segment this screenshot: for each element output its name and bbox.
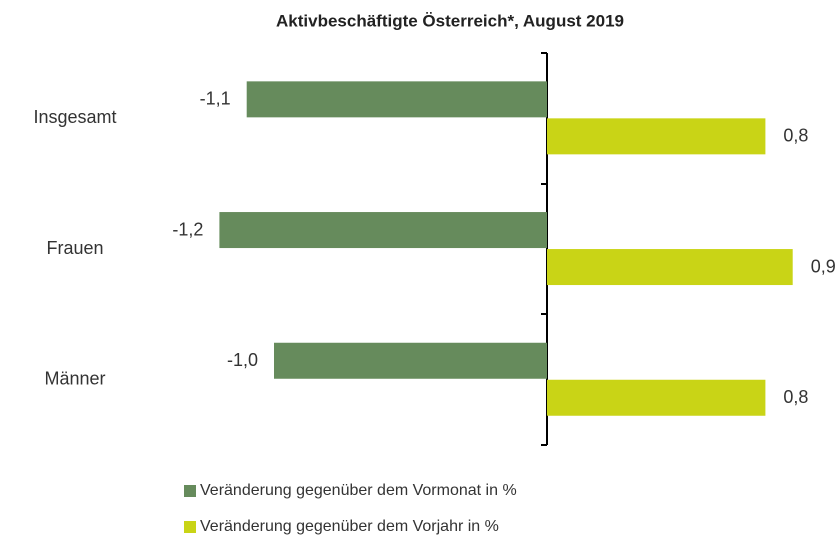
y-tick-label: Insgesamt xyxy=(33,107,116,127)
y-tick-label: Frauen xyxy=(46,238,103,258)
bar xyxy=(547,249,793,286)
legend-swatch xyxy=(184,521,196,533)
data-label: -1,0 xyxy=(227,350,258,370)
data-label: 0,8 xyxy=(783,387,808,407)
legend-label: Veränderung gegenüber dem Vorjahr in % xyxy=(200,518,499,535)
bar xyxy=(547,379,766,416)
data-label: -1,2 xyxy=(172,219,203,239)
legend-label: Veränderung gegenüber dem Vormonat in % xyxy=(200,482,517,499)
bar xyxy=(219,212,547,249)
bar xyxy=(547,118,766,155)
data-label: -1,1 xyxy=(200,89,231,109)
chart-title: Aktivbeschäftigte Österreich*, August 20… xyxy=(276,11,624,30)
legend-swatch xyxy=(184,485,196,497)
data-label: 0,9 xyxy=(811,256,836,276)
data-label: 0,8 xyxy=(783,126,808,146)
bar xyxy=(246,81,547,118)
y-tick-label: Männer xyxy=(44,369,105,389)
bar xyxy=(274,342,547,379)
